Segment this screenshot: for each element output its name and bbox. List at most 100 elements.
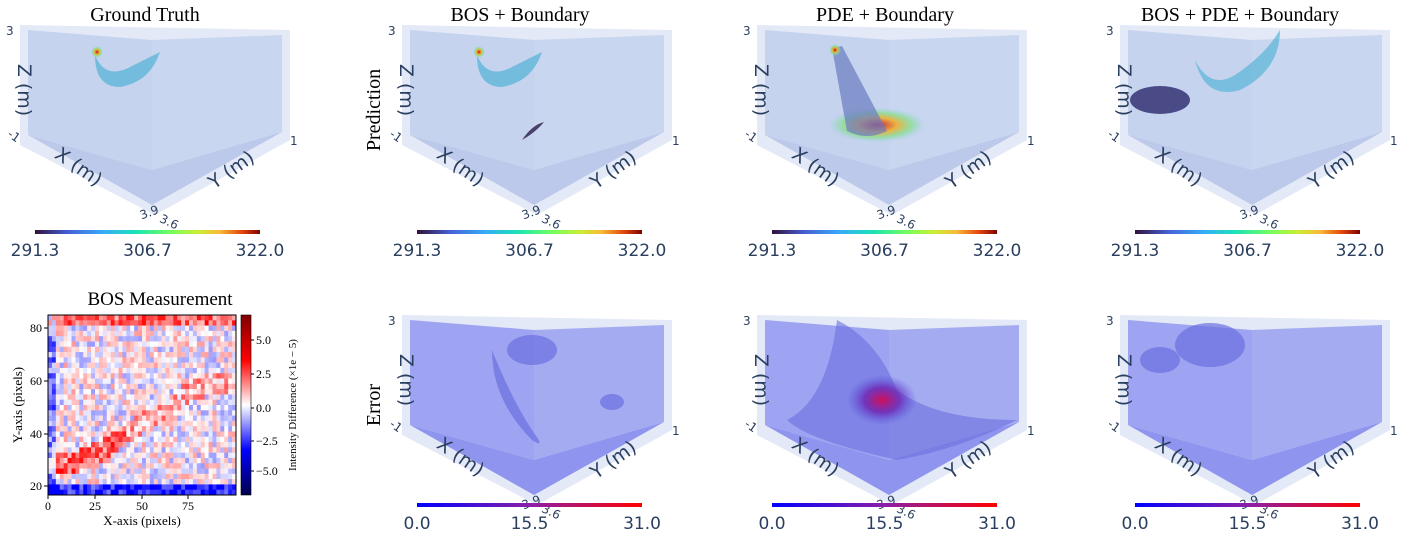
heatmap-cell [212,352,217,358]
heatmap-cell [185,362,190,369]
heatmap-cell [196,489,202,496]
heatmap-cell [134,383,139,390]
heatmap-cell [79,362,84,369]
heatmap-cell [185,468,190,475]
heatmap-cell [224,442,229,448]
heatmap-cell [75,479,80,485]
heatmap-cell [145,367,151,374]
heatmap-cell [232,367,237,374]
heatmap-cell [87,357,92,363]
heatmap-cell [224,394,229,401]
heatmap-cell [181,463,186,469]
heatmap-cell [98,457,104,464]
heatmap-cell [145,373,151,379]
heatmap-cell [55,410,61,416]
heatmap-cell [142,410,147,416]
heatmap-cell [55,463,61,469]
heatmap-cell [75,426,80,432]
heatmap-cell [142,352,147,358]
z-axis-label: Z (m) [395,64,417,116]
heatmap-cell [87,405,92,411]
heatmap-cell [149,457,155,464]
heatmap-cell [134,420,139,427]
heatmap-cell [87,420,92,427]
heatmap-cell [75,484,80,491]
heatmap-cell [142,367,147,374]
heatmap-cell [79,383,84,390]
heatmap-cell [91,336,96,342]
heatmap-cell [67,325,72,332]
heatmap-cell [87,336,92,342]
heatmap-cell [177,352,182,358]
heatmap-cell [208,484,213,491]
heatmap-cell [161,452,166,459]
heatmap-cell [185,405,190,411]
heatmap-cell [220,383,225,390]
heatmap-cell [75,447,80,453]
heatmap-cell [126,420,131,427]
heatmap-cell [71,410,76,416]
heatmap-cell [95,336,100,342]
heatmap-cell [177,431,182,438]
heatmap-cell [55,447,61,453]
heatmap-cell [118,442,123,448]
heatmap-cell [59,479,64,485]
heatmap-cell [126,436,131,443]
panel-title: BOS + Boundary [450,4,589,26]
heatmap-cell [95,479,100,485]
heatmap-cell [192,442,198,448]
heatmap-cell [55,436,61,443]
heatmap-cell [157,346,162,353]
heatmap-cell [228,457,233,464]
heatmap-cell [126,489,131,496]
heatmap-cell [161,463,166,469]
heatmap-cell [48,346,53,353]
heatmap-cell [196,473,202,480]
heatmap-cell [102,452,108,459]
heatmap-cell [228,452,233,459]
heatmap-cell [55,479,61,485]
heatmap-cell [204,357,209,363]
heatmap-cell [169,473,174,480]
heatmap-cell [87,415,92,422]
heatmap-cell [114,346,119,353]
heatmap-cell [71,426,76,432]
heatmap-cell [173,489,178,496]
z-tick: 3 [388,24,396,38]
heatmap-cell [106,431,111,438]
heatmap-cell [122,415,127,422]
heatmap-cell [130,357,135,363]
heatmap-cell [208,452,213,459]
colorbar: 291.3 306.7 322.0 [1111,230,1384,261]
heatmap-cell [126,383,131,390]
heatmap-cell [181,330,186,337]
heatmap-cell [145,447,151,453]
heatmap-cell [130,468,135,475]
heatmap-cell [208,394,213,401]
heatmap-cell [79,426,84,432]
heatmap-cell [212,362,217,369]
heatmap-cell [142,320,147,326]
heatmap-cell [208,352,213,358]
heatmap-cell [189,479,194,485]
y-tick-label: 80 [30,321,42,335]
colorbar: 291.3 306.7 322.0 [11,230,284,261]
heatmap-cell [142,468,147,475]
heatmap-cell [118,336,123,342]
heatmap-cell [106,330,111,337]
heatmap-cell [59,346,64,353]
heatmap-cell [181,457,186,464]
x-tick-label: 0 [45,499,51,513]
heatmap-cell [181,320,186,326]
heatmap-cell [216,436,221,443]
heatmap-cell [232,410,237,416]
heatmap-cell [212,468,217,475]
heatmap-cell [220,341,225,348]
box-back-right [152,35,282,170]
heatmap-cell [192,452,198,459]
heatmap-cell [220,352,225,358]
heatmap-cell [118,373,123,379]
heatmap-cell [126,405,131,411]
heatmap-cell [95,415,100,422]
heatmap-cell [134,357,139,363]
